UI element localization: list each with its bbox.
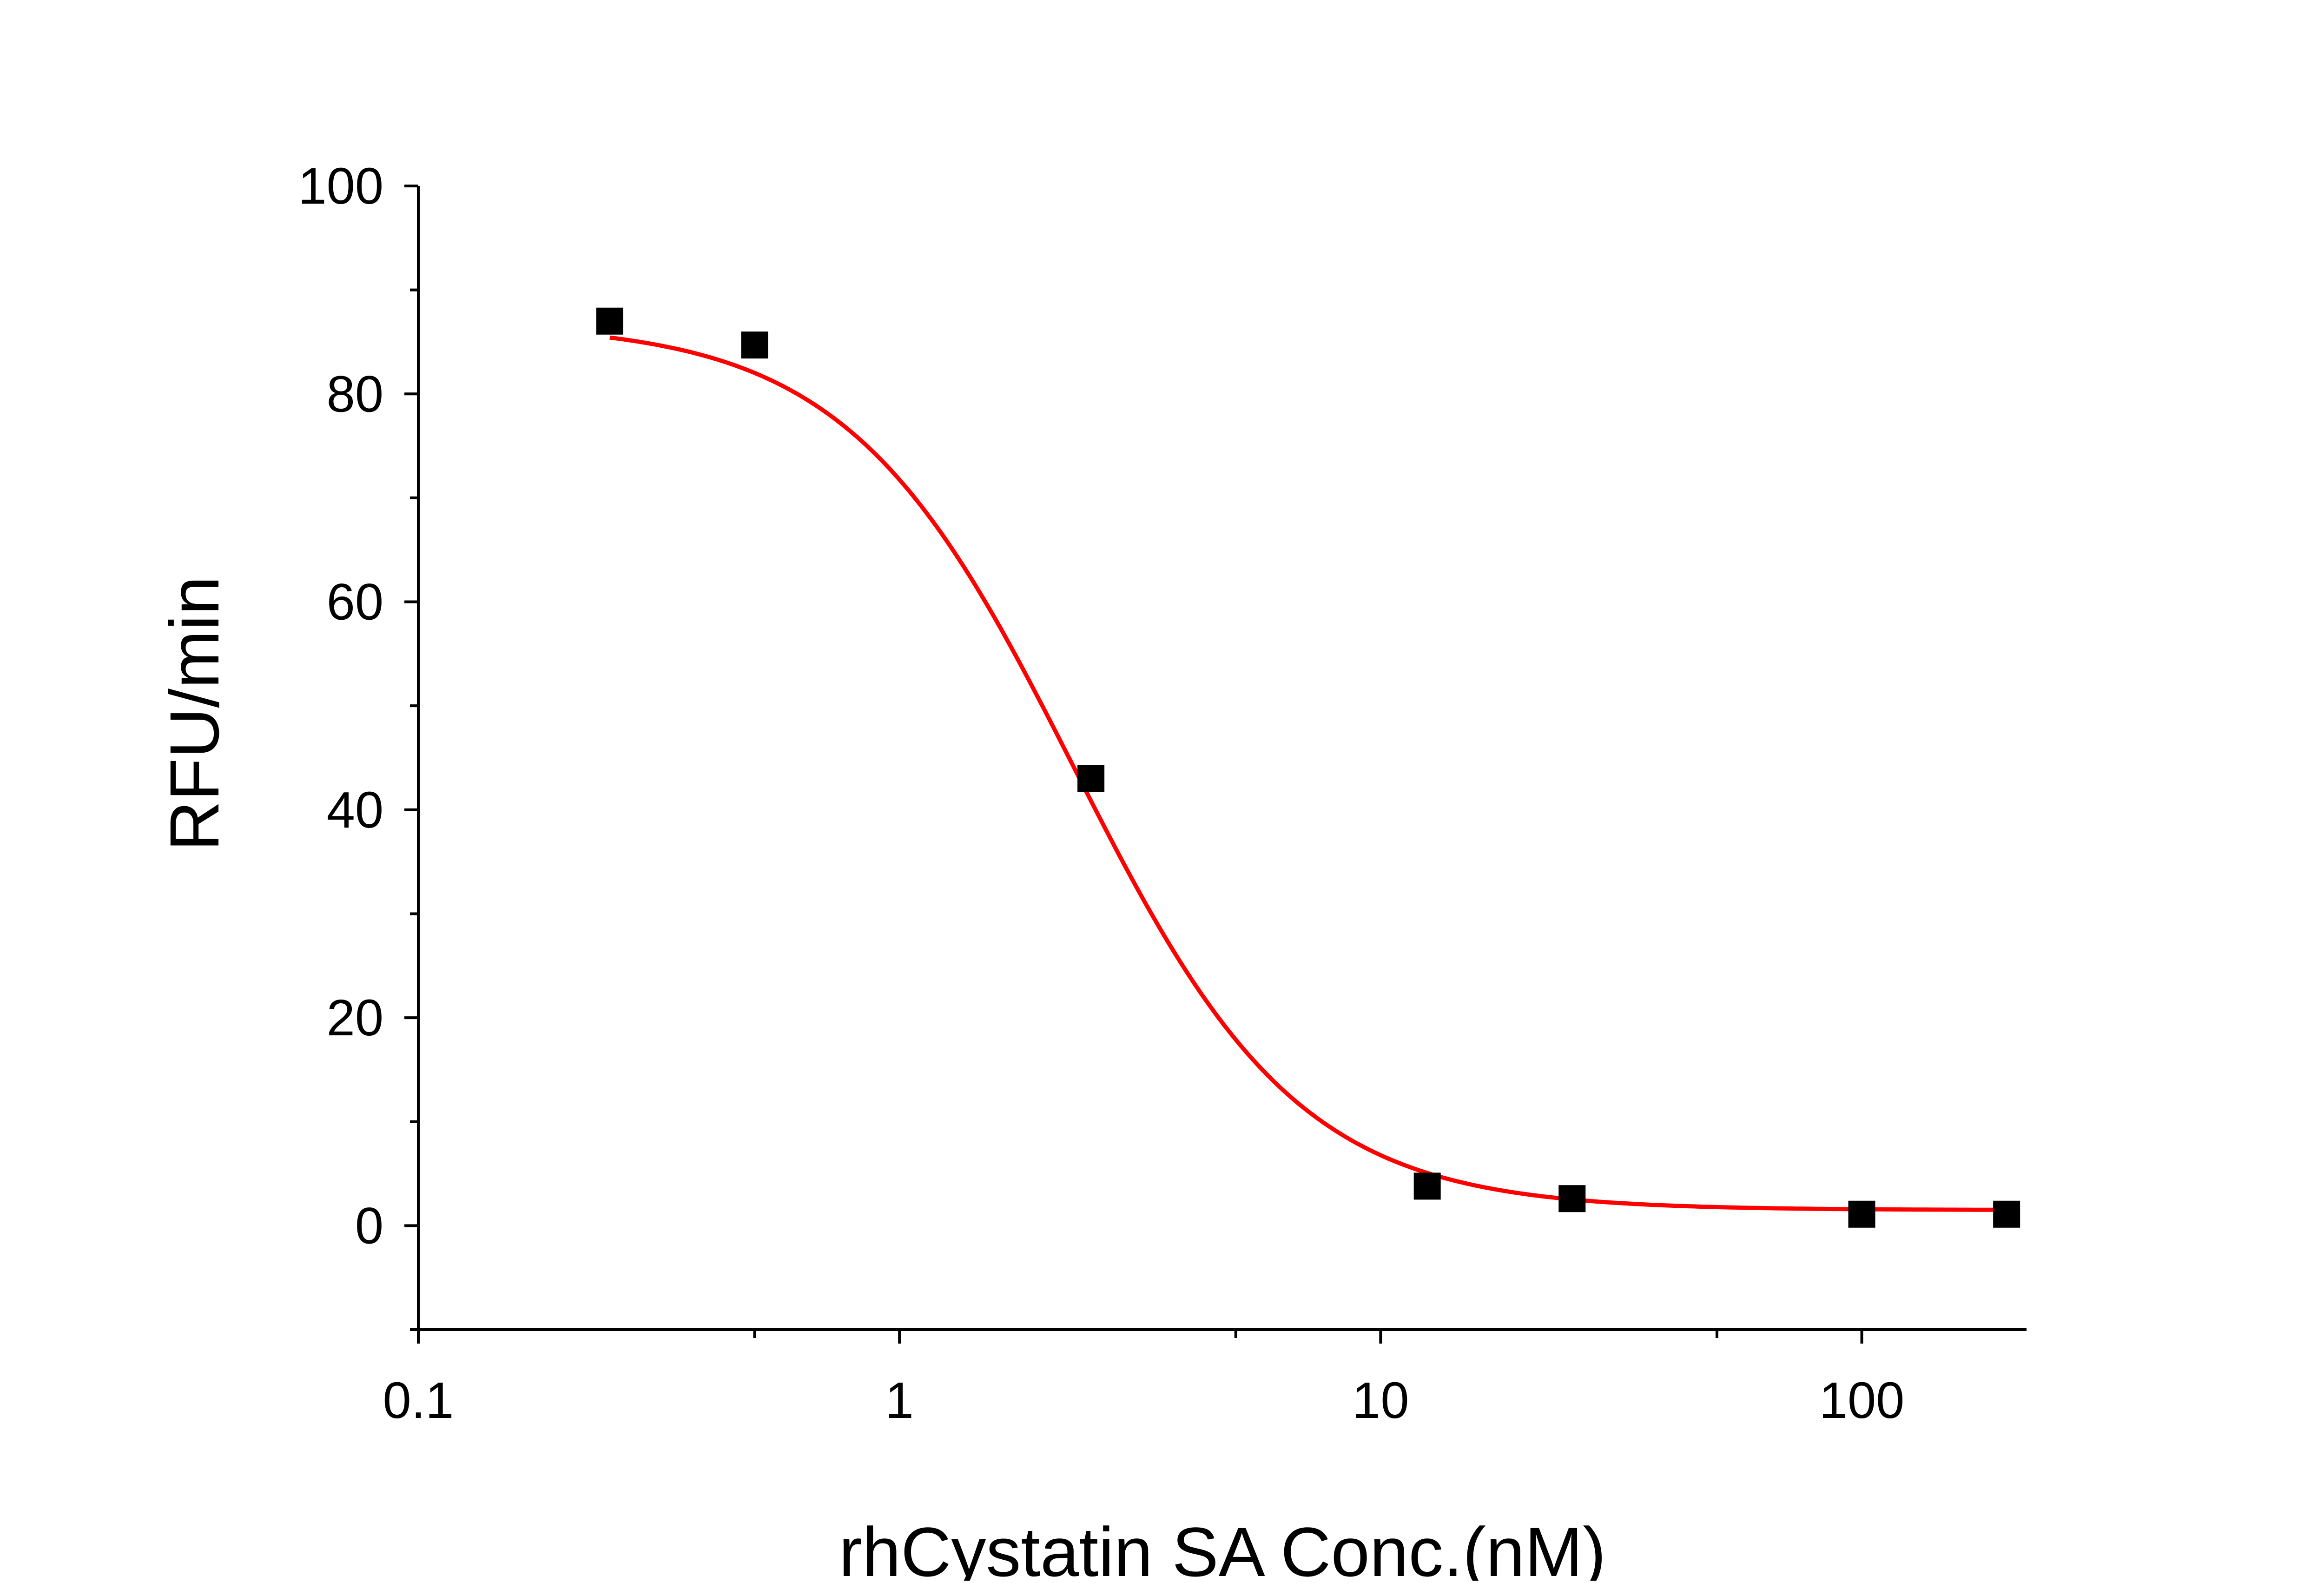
x-tick-label: 100	[1819, 1372, 1905, 1429]
x-tick-label: 0.1	[383, 1372, 454, 1429]
data-point	[596, 307, 623, 335]
data-point	[1077, 765, 1105, 792]
data-points-layer	[596, 307, 2020, 1228]
y-tick-label: 40	[327, 782, 383, 839]
y-axis-title: RFU/min	[155, 576, 233, 851]
x-tick-label: 1	[885, 1372, 914, 1429]
fit-curve-layer	[609, 335, 2007, 1212]
y-tick-label: 60	[327, 574, 383, 631]
y-tick-label: 20	[327, 989, 383, 1047]
y-tick-label: 100	[298, 158, 383, 215]
y-tick-label: 0	[355, 1197, 383, 1254]
x-axis-title: rhCystatin SA Conc.(nM)	[839, 1513, 1606, 1581]
fit-curve	[609, 335, 2007, 1212]
x-tick-label: 10	[1352, 1372, 1409, 1429]
data-point	[1558, 1185, 1586, 1212]
data-point	[1848, 1200, 1875, 1228]
labels: 0 20 40 60 80 100 0.1 1 10 100 rhCystatin SA Conc.…	[155, 158, 1905, 1583]
data-point	[741, 331, 768, 359]
data-point	[1413, 1172, 1441, 1200]
y-tick-label: 80	[327, 365, 383, 423]
data-point	[1993, 1200, 2020, 1228]
axes	[404, 185, 2027, 1344]
